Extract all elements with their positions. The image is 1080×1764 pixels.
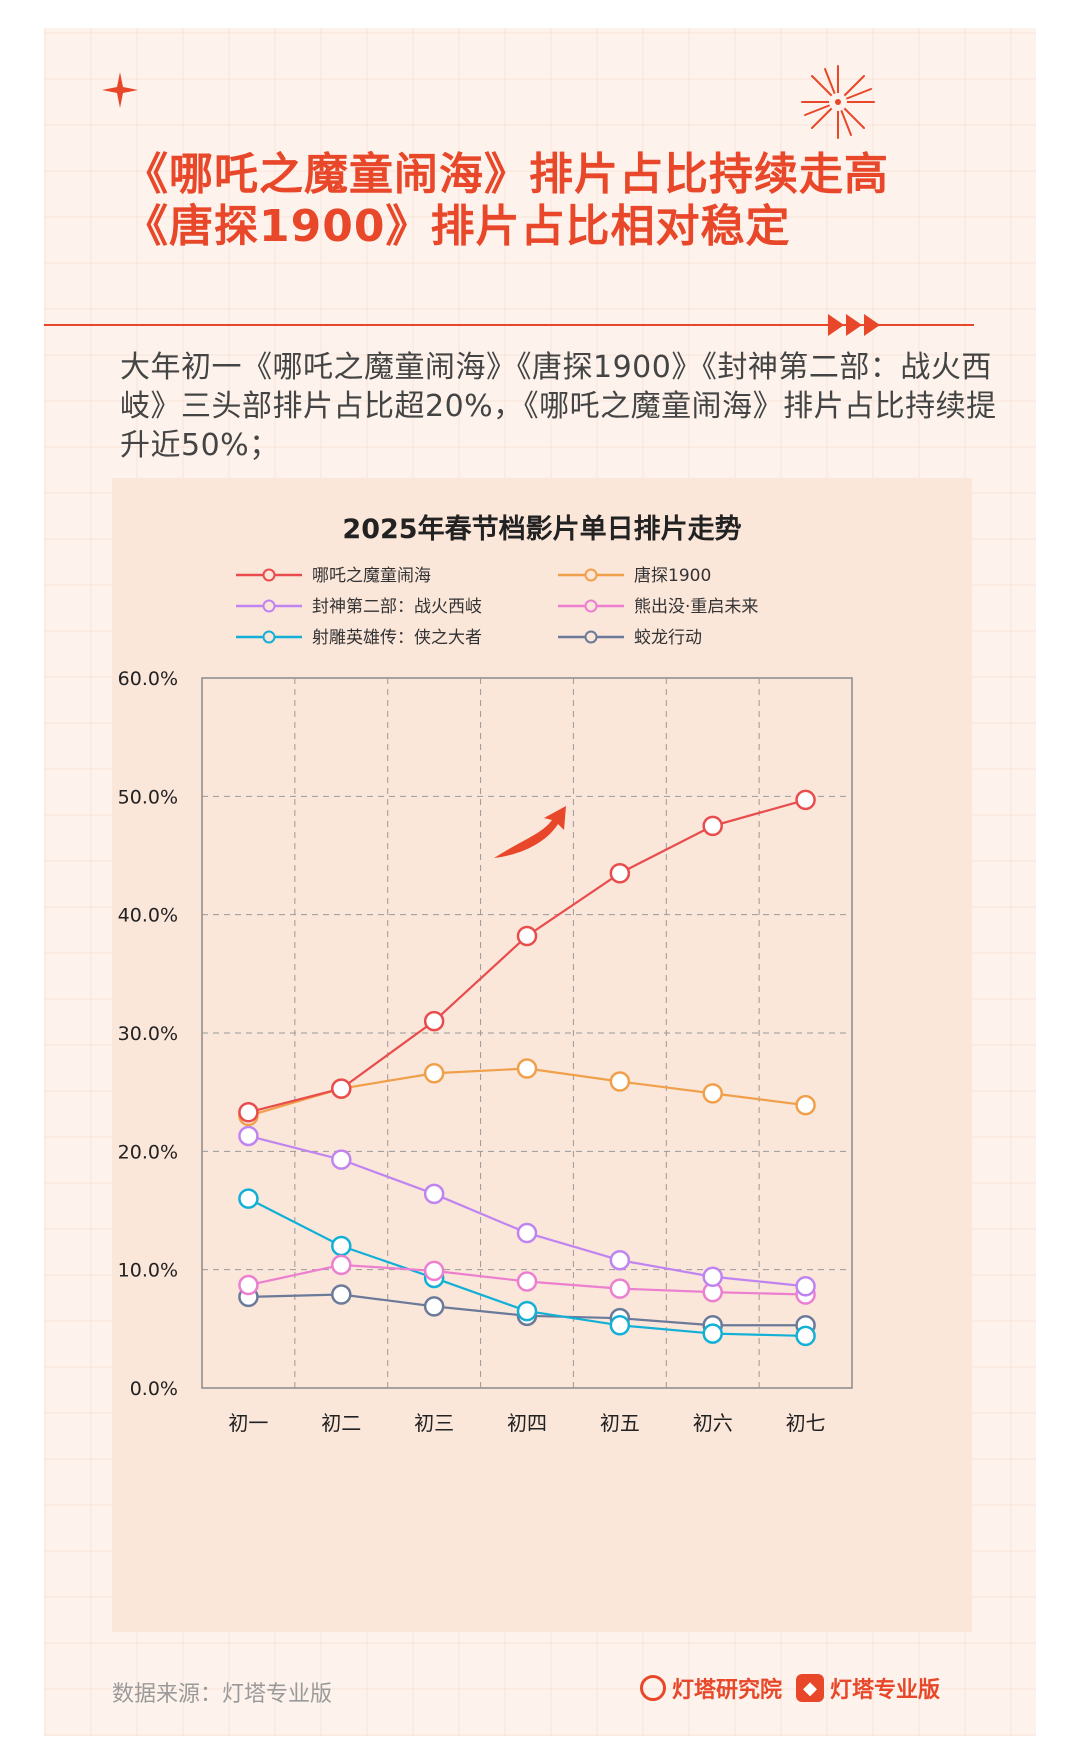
data-point xyxy=(702,1266,723,1288)
y-tick-label: 40.0% xyxy=(118,905,178,927)
infographic-card: 《哪吒之魔童闹海》排片占比持续走高 《唐探1900》排片占比相对稳定 大年初一《… xyxy=(44,28,1036,1736)
data-point xyxy=(609,1249,631,1271)
data-point xyxy=(609,1071,631,1092)
data-point xyxy=(238,1188,259,1209)
data-point xyxy=(702,815,723,837)
page-title-line-2: 《唐探1900》排片占比相对稳定 xyxy=(124,201,791,252)
brand2-label: 灯塔专业版 xyxy=(830,1678,941,1703)
x-tick-label: 初五 xyxy=(600,1411,640,1435)
x-tick-label: 初六 xyxy=(693,1411,733,1435)
data-point xyxy=(609,863,631,884)
firework-icon xyxy=(801,65,875,139)
chart-panel: 2025年春节档影片单日排片走势哪吒之魔童闹海 唐探1900 封神第二部：战火西岐 熊… xyxy=(112,478,972,1632)
brand-research-institute: 灯塔研究院 xyxy=(640,1672,782,1704)
data-point xyxy=(516,1222,538,1244)
trend-arrow-icon xyxy=(494,806,566,858)
x-tick-label: 初七 xyxy=(786,1411,826,1435)
legend-label: 射雕英雄传：侠之大者 xyxy=(312,628,482,648)
data-point xyxy=(423,1260,445,1282)
legend-label: 哪吒之魔童闹海 xyxy=(312,566,431,586)
data-point xyxy=(609,1278,631,1299)
y-tick-label: 60.0% xyxy=(118,668,178,690)
data-point xyxy=(795,1325,816,1347)
data-point xyxy=(238,1102,259,1123)
data-point xyxy=(795,789,816,811)
legend-label: 唐探1900 xyxy=(634,565,711,586)
data-point xyxy=(516,1300,538,1322)
data-point xyxy=(331,1254,352,1276)
title-divider xyxy=(44,324,974,326)
data-point xyxy=(423,1296,445,1317)
x-tick-label: 初三 xyxy=(414,1411,454,1435)
legend-label: 熊出没·重启未来 xyxy=(634,597,758,617)
data-point xyxy=(516,1271,538,1292)
intro-text: 大年初一《哪吒之魔童闹海》《唐探1900》《封神第二部：战火西岐》三头部排片占比… xyxy=(120,350,997,463)
legend-marker xyxy=(584,630,598,644)
y-tick-label: 0.0% xyxy=(130,1378,178,1400)
legend-marker xyxy=(262,630,276,644)
legend-marker xyxy=(584,599,598,613)
data-point xyxy=(702,1083,723,1104)
x-tick-label: 初四 xyxy=(507,1411,547,1435)
data-source: 数据来源：灯塔专业版 xyxy=(112,1682,333,1707)
data-point xyxy=(795,1275,816,1297)
data-point xyxy=(516,1058,538,1079)
data-point xyxy=(331,1149,352,1170)
data-point xyxy=(331,1078,352,1099)
x-tick-label: 初二 xyxy=(321,1411,361,1435)
legend-marker xyxy=(584,568,598,582)
y-tick-label: 10.0% xyxy=(118,1260,178,1282)
legend-label: 封神第二部：战火西岐 xyxy=(312,597,482,617)
data-point xyxy=(702,1323,723,1344)
y-tick-label: 20.0% xyxy=(118,1141,178,1163)
brand1-label: 灯塔研究院 xyxy=(672,1678,783,1703)
data-point xyxy=(609,1315,631,1336)
data-point xyxy=(238,1274,259,1296)
brand-pro-edition: ◆ 灯塔专业版 xyxy=(796,1672,940,1704)
data-point xyxy=(423,1183,445,1205)
y-tick-label: 50.0% xyxy=(118,786,178,808)
sparkle-icon xyxy=(102,72,138,108)
y-tick-label: 30.0% xyxy=(118,1023,178,1045)
legend-marker xyxy=(262,599,276,613)
data-point xyxy=(331,1284,352,1305)
data-point xyxy=(423,1010,445,1032)
data-point xyxy=(516,925,538,947)
x-tick-label: 初一 xyxy=(228,1411,268,1435)
legend-marker xyxy=(262,568,276,582)
data-point xyxy=(238,1125,259,1147)
chart-title: 2025年春节档影片单日排片走势 xyxy=(342,513,741,545)
lighthouse-icon: ◆ xyxy=(796,1674,824,1702)
search-icon xyxy=(640,1675,666,1701)
page-title-line-1: 《哪吒之魔童闹海》排片占比持续走高 xyxy=(124,149,889,200)
data-point xyxy=(423,1062,445,1084)
data-point xyxy=(795,1094,816,1116)
data-point xyxy=(331,1235,352,1257)
legend-label: 蛟龙行动 xyxy=(634,628,702,648)
triple-arrow-icon xyxy=(828,314,880,336)
